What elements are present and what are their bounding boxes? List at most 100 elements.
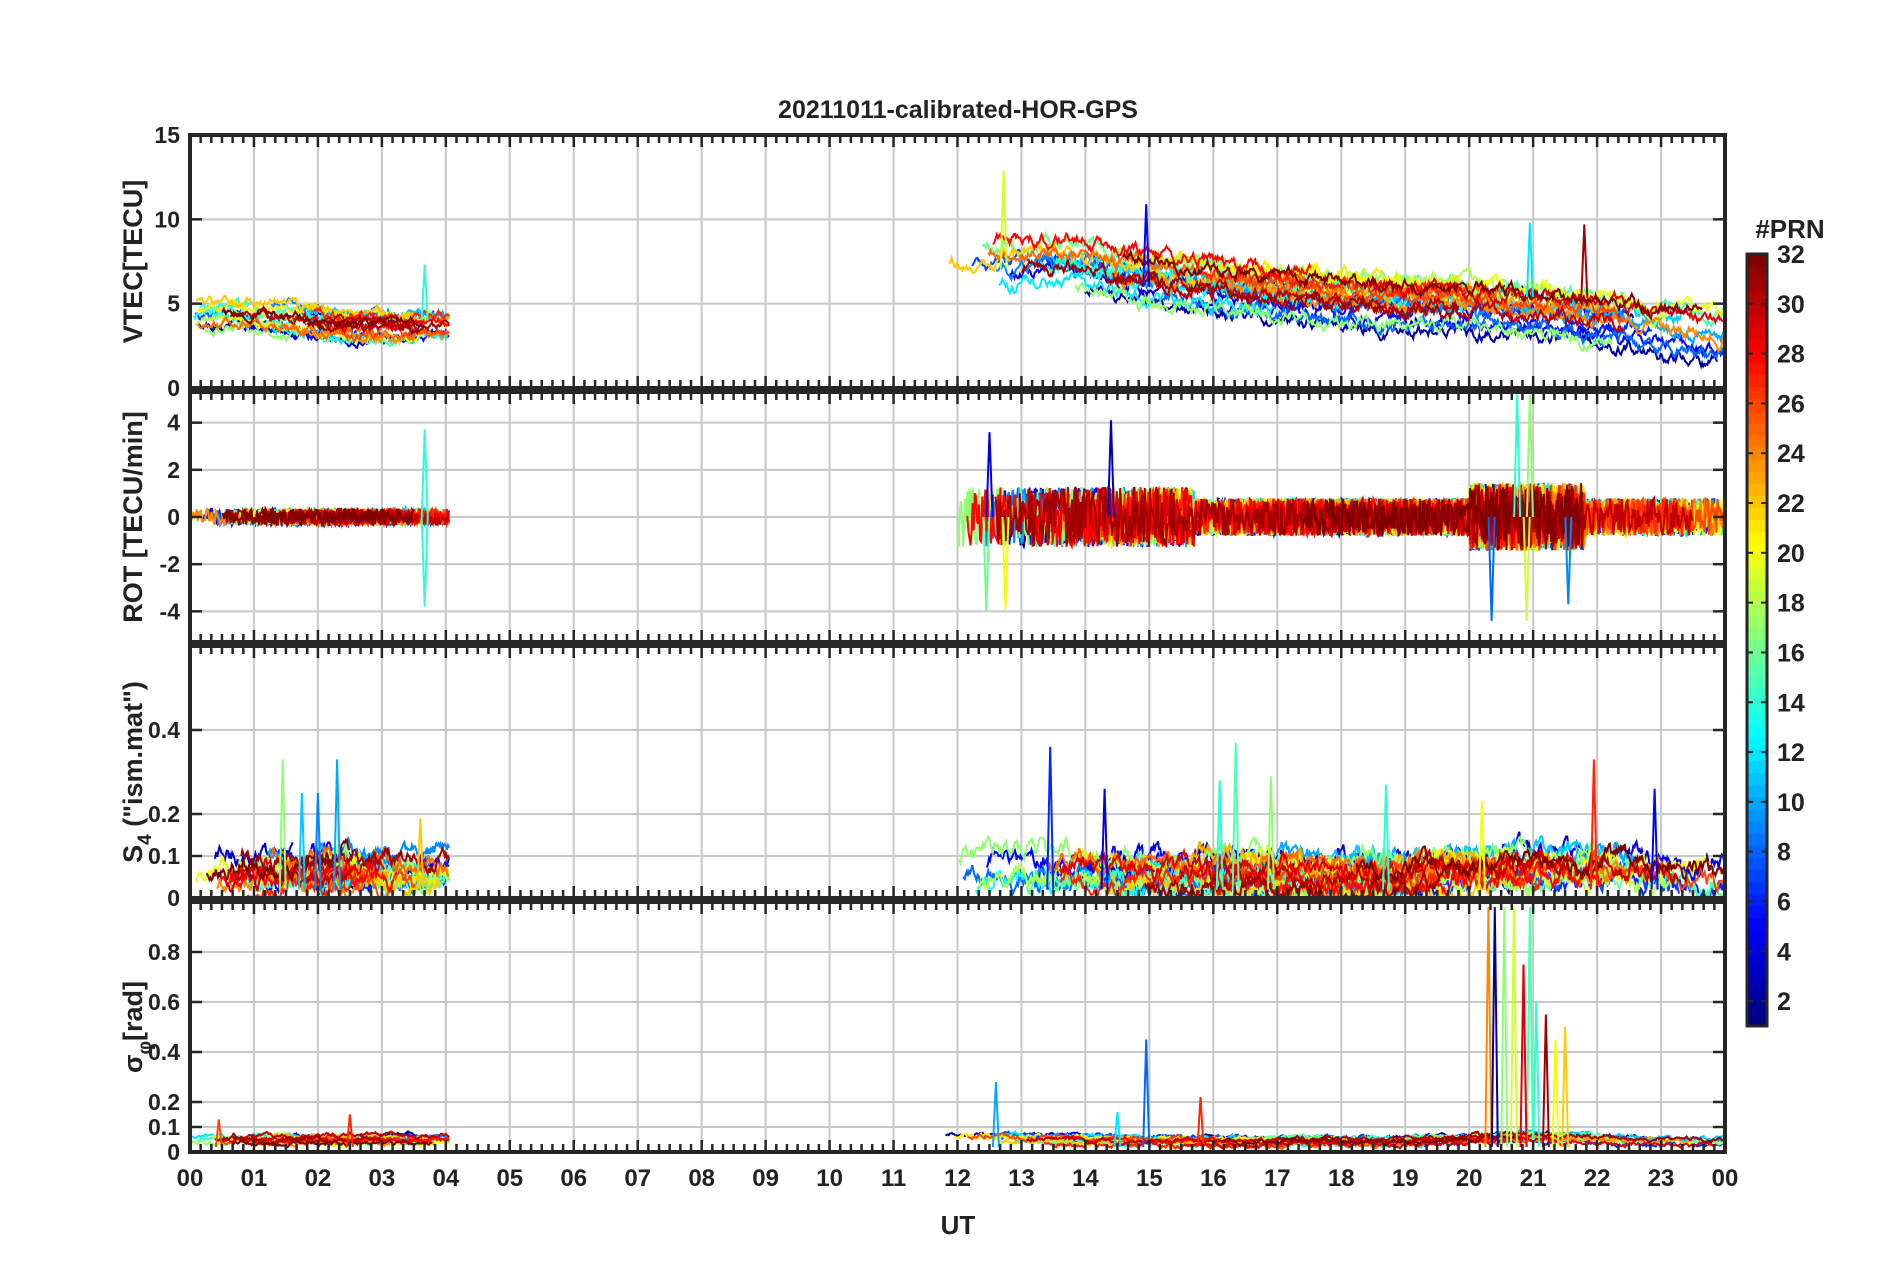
y-tick-label: 10 <box>154 206 180 232</box>
panel-grid <box>189 134 1726 389</box>
series-spike-prn-4 <box>985 432 994 518</box>
series-spike-prn-17 <box>1266 776 1275 890</box>
colorbar-swatch <box>1747 772 1767 786</box>
panel-series <box>190 906 1725 1151</box>
colorbar-swatch <box>1747 326 1767 340</box>
colorbar-swatch <box>1747 531 1767 545</box>
y-tick-label: 0.8 <box>148 939 180 965</box>
series-spike-prn-14 <box>1215 780 1224 890</box>
colorbar-swatch <box>1747 447 1767 460</box>
colorbar-tick-label: 10 <box>1777 789 1805 817</box>
series-line-prn-17 <box>1074 281 1613 354</box>
series-spike-prn-19 <box>1509 906 1518 1148</box>
colorbar-swatch <box>1747 567 1767 581</box>
colorbar-label: #PRN <box>1755 214 1824 244</box>
series-spike-prn-12 <box>1525 222 1534 298</box>
colorbar-tick-label: 14 <box>1777 689 1805 717</box>
colorbar-swatch <box>1747 507 1767 520</box>
series-line-prn-12 <box>998 271 1275 318</box>
x-tick-label: 12 <box>944 1165 971 1192</box>
colorbar-swatch <box>1747 314 1767 327</box>
colorbar-swatch <box>1747 748 1767 762</box>
colorbar-swatch <box>1747 495 1767 508</box>
series-spike-prn-14 <box>1532 1001 1541 1148</box>
x-tick-label: 02 <box>305 1165 332 1192</box>
colorbar-swatch <box>1747 422 1767 436</box>
y-tick-label: -4 <box>160 598 181 624</box>
series-spike-prn-17 <box>1525 394 1534 518</box>
colorbar-swatch <box>1747 965 1767 979</box>
colorbar-swatch <box>1747 266 1767 279</box>
colorbar-swatch <box>1747 591 1767 605</box>
colorbar-swatch <box>1747 917 1767 931</box>
series-spike-prn-5 <box>1142 204 1151 287</box>
x-ticks <box>188 646 1727 898</box>
series-line-prn-22 <box>195 294 416 322</box>
series-spike-prn-8 <box>1142 1039 1151 1148</box>
series-line-prn-32 <box>1122 248 1703 321</box>
series-line-prn-28 <box>249 1133 450 1145</box>
series-line-prn-32 <box>222 505 416 529</box>
x-ticks <box>188 392 1727 642</box>
colorbar-swatch <box>1747 302 1767 315</box>
y-tick-label: 0.6 <box>148 989 180 1015</box>
x-tick-label: 19 <box>1392 1165 1419 1192</box>
colorbar-swatch <box>1747 700 1767 713</box>
x-ticks <box>188 135 1727 388</box>
colorbar-tick-label: 32 <box>1777 241 1805 269</box>
series-spike-prn-2 <box>1490 906 1499 1148</box>
series-spike-prn-31 <box>1541 1014 1550 1148</box>
series-spike-prn-29 <box>1519 964 1528 1148</box>
series-line-prn-29 <box>1184 1135 1714 1150</box>
colorbar-swatch <box>1747 977 1767 991</box>
x-tick-label: 08 <box>688 1165 715 1192</box>
x-tick-label: 10 <box>816 1165 843 1192</box>
series-line-prn-32 <box>1300 484 1584 551</box>
series-line-prn-32 <box>1355 841 1725 884</box>
y-tick-label: 0 <box>167 375 180 401</box>
y-axis-label-rot: ROT [TECU/min] <box>118 411 148 622</box>
series-line-prn-31 <box>1021 259 1460 322</box>
colorbar-swatch <box>1747 664 1767 677</box>
y-tick-label: -2 <box>160 551 180 577</box>
colorbar-swatch <box>1747 688 1767 701</box>
x-tick-label: 21 <box>1520 1165 1547 1192</box>
series-line-prn-21 <box>197 297 418 323</box>
x-tick-label: 01 <box>241 1165 268 1192</box>
colorbar-swatch <box>1747 398 1767 412</box>
series-spike-prn-14 <box>1513 394 1522 518</box>
x-tick-label: 09 <box>752 1165 779 1192</box>
colorbar-swatch <box>1747 603 1767 617</box>
series-spike-prn-4 <box>1100 788 1109 890</box>
series-spike-prn-17 <box>1500 906 1509 1148</box>
x-tick-label: 07 <box>624 1165 651 1192</box>
panel-series <box>192 170 1725 370</box>
series-spike-prn-15 <box>1525 906 1534 1148</box>
colorbar-swatch <box>1747 833 1767 846</box>
colorbar-swatch <box>1747 796 1767 810</box>
colorbar-swatch <box>1747 627 1767 641</box>
series-spike-prn-12 <box>1113 1111 1122 1148</box>
y-tick-label: 4 <box>167 410 180 436</box>
x-tick-label: 00 <box>1712 1165 1739 1192</box>
series-line-prn-28 <box>992 231 1312 281</box>
series-line-prn-31 <box>1144 869 1441 898</box>
x-tick-label: 13 <box>1008 1165 1035 1192</box>
colorbar-tick-label: 16 <box>1777 639 1805 667</box>
x-tick-label: 22 <box>1584 1165 1611 1192</box>
colorbar-swatch <box>1747 483 1767 496</box>
colorbar-swatch <box>1747 374 1767 388</box>
series-spike-prn-31 <box>1580 224 1589 299</box>
colorbar-swatch <box>1747 652 1767 665</box>
y-tick-label: 0.1 <box>148 1114 180 1140</box>
colorbar-swatch <box>1747 941 1767 955</box>
y-tick-label: 0.2 <box>148 1089 180 1115</box>
y-axis-label-sigma_phi: σφ[rad] <box>118 981 156 1073</box>
colorbar-swatch <box>1747 953 1767 967</box>
series-line-prn-31 <box>306 317 450 336</box>
colorbar-swatch <box>1747 808 1767 822</box>
y-tick-label: 0 <box>167 504 180 530</box>
colorbar-tick-label: 18 <box>1777 590 1805 618</box>
x-tick-label: 15 <box>1136 1165 1163 1192</box>
